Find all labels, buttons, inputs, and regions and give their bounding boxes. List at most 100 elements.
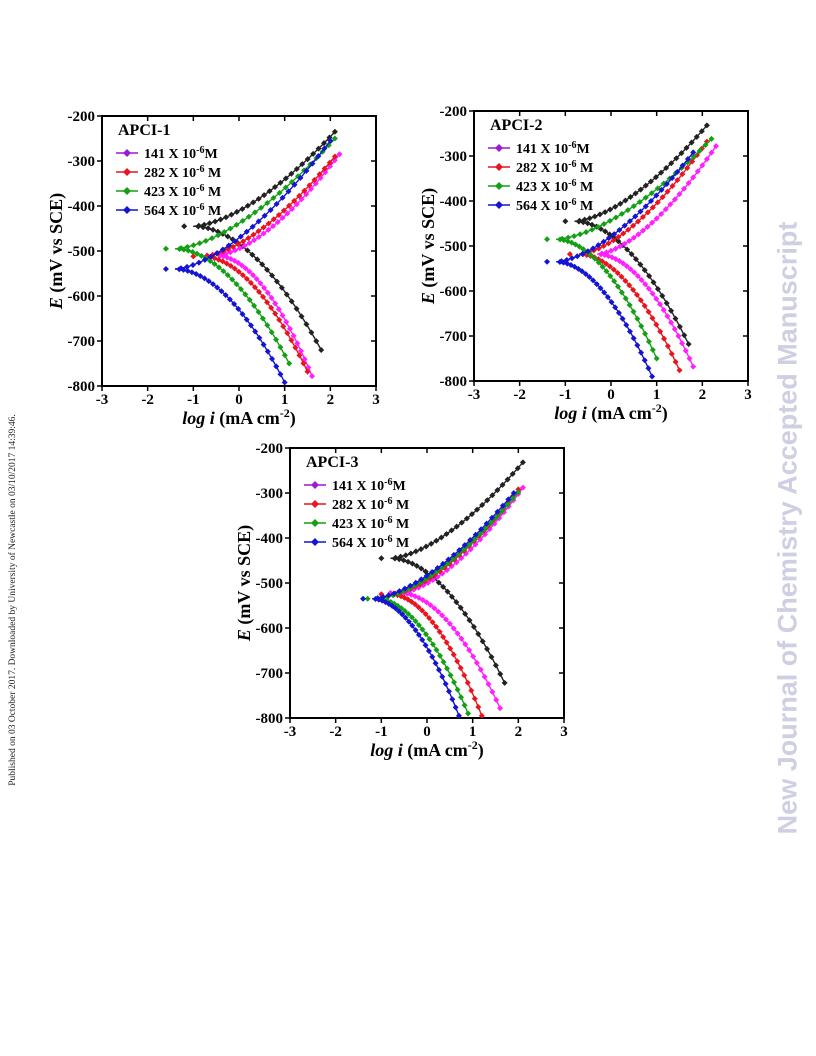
data-point	[422, 631, 429, 638]
data-point	[493, 514, 500, 521]
data-point	[642, 194, 649, 201]
data-point	[189, 261, 196, 268]
data-point	[426, 614, 433, 621]
data-point	[576, 243, 583, 250]
data-point	[259, 261, 266, 268]
data-point	[291, 181, 298, 188]
data-point	[281, 379, 288, 386]
data-point	[399, 611, 406, 618]
data-point	[265, 220, 272, 227]
data-point	[649, 373, 656, 380]
data-point	[626, 328, 633, 335]
data-point	[584, 220, 591, 227]
data-point	[250, 231, 257, 238]
x-axis-label: log i (mA cm-2)	[370, 738, 484, 761]
data-point	[396, 588, 403, 595]
y-tick-label: -300	[68, 154, 96, 170]
data-point	[571, 263, 578, 270]
data-point	[407, 582, 414, 589]
data-point	[649, 315, 656, 322]
data-point	[713, 143, 720, 150]
data-point	[180, 266, 187, 273]
legend-label: 423 X 10-6 M	[144, 183, 221, 201]
data-point	[326, 163, 333, 170]
data-point	[249, 223, 256, 230]
y-tick-label: -800	[440, 374, 468, 390]
data-point	[431, 605, 438, 612]
data-point	[482, 525, 489, 532]
data-point	[624, 246, 631, 253]
data-point	[213, 250, 220, 257]
data-point	[235, 268, 242, 275]
data-point	[255, 218, 262, 225]
data-point	[690, 363, 697, 370]
series-5	[162, 137, 334, 386]
data-point	[198, 252, 205, 259]
data-point	[221, 229, 228, 236]
data-point	[392, 605, 399, 612]
data-point	[641, 267, 648, 274]
data-point	[514, 465, 521, 472]
data-point	[589, 221, 596, 228]
data-point	[698, 128, 705, 135]
data-point	[243, 228, 250, 235]
data-point	[683, 144, 690, 151]
data-point	[489, 492, 496, 499]
data-point	[639, 227, 646, 234]
x-tick-label: 3	[744, 387, 752, 403]
legend-label: 282 X 10-6 M	[332, 496, 409, 514]
legend-label: 423 X 10-6 M	[516, 178, 593, 196]
data-point	[671, 196, 678, 203]
data-point	[634, 273, 641, 280]
data-point	[497, 670, 504, 677]
data-point	[501, 679, 508, 686]
data-point	[462, 641, 469, 648]
data-point	[401, 585, 408, 592]
data-point	[519, 484, 526, 491]
data-point	[601, 289, 608, 296]
data-point	[614, 269, 621, 276]
x-tick-label: 0	[607, 387, 615, 403]
data-point	[669, 182, 676, 189]
data-point	[586, 274, 593, 281]
data-point	[708, 149, 715, 156]
data-point	[509, 495, 516, 502]
data-point	[636, 198, 643, 205]
data-point	[318, 347, 325, 353]
y-tick-label: -300	[256, 486, 284, 502]
data-point	[488, 653, 495, 660]
data-point	[591, 213, 598, 220]
data-point	[299, 161, 306, 168]
data-point	[418, 576, 425, 583]
data-point	[190, 253, 197, 260]
series-4	[544, 135, 715, 362]
data-point	[557, 236, 564, 243]
data-point	[293, 201, 300, 208]
data-point	[239, 272, 246, 279]
data-point	[458, 519, 465, 526]
data-point	[224, 233, 231, 240]
data-point	[458, 555, 465, 562]
data-point	[190, 242, 197, 249]
data-point	[454, 658, 461, 665]
data-point	[634, 342, 641, 349]
data-point	[253, 276, 260, 283]
data-point	[515, 489, 522, 496]
data-point	[623, 321, 630, 328]
data-point	[243, 275, 250, 282]
data-point	[443, 639, 450, 646]
data-point	[466, 617, 473, 624]
data-point	[455, 712, 462, 718]
data-point	[331, 135, 338, 142]
data-point	[301, 187, 308, 194]
data-point	[270, 216, 277, 223]
data-point	[444, 588, 451, 595]
data-point	[672, 358, 679, 365]
data-point	[223, 214, 230, 221]
data-point	[626, 237, 633, 244]
y-tick-label: -600	[440, 284, 468, 300]
data-point	[331, 153, 338, 160]
data-point	[581, 216, 588, 223]
data-point	[556, 258, 563, 265]
data-point	[235, 259, 242, 266]
